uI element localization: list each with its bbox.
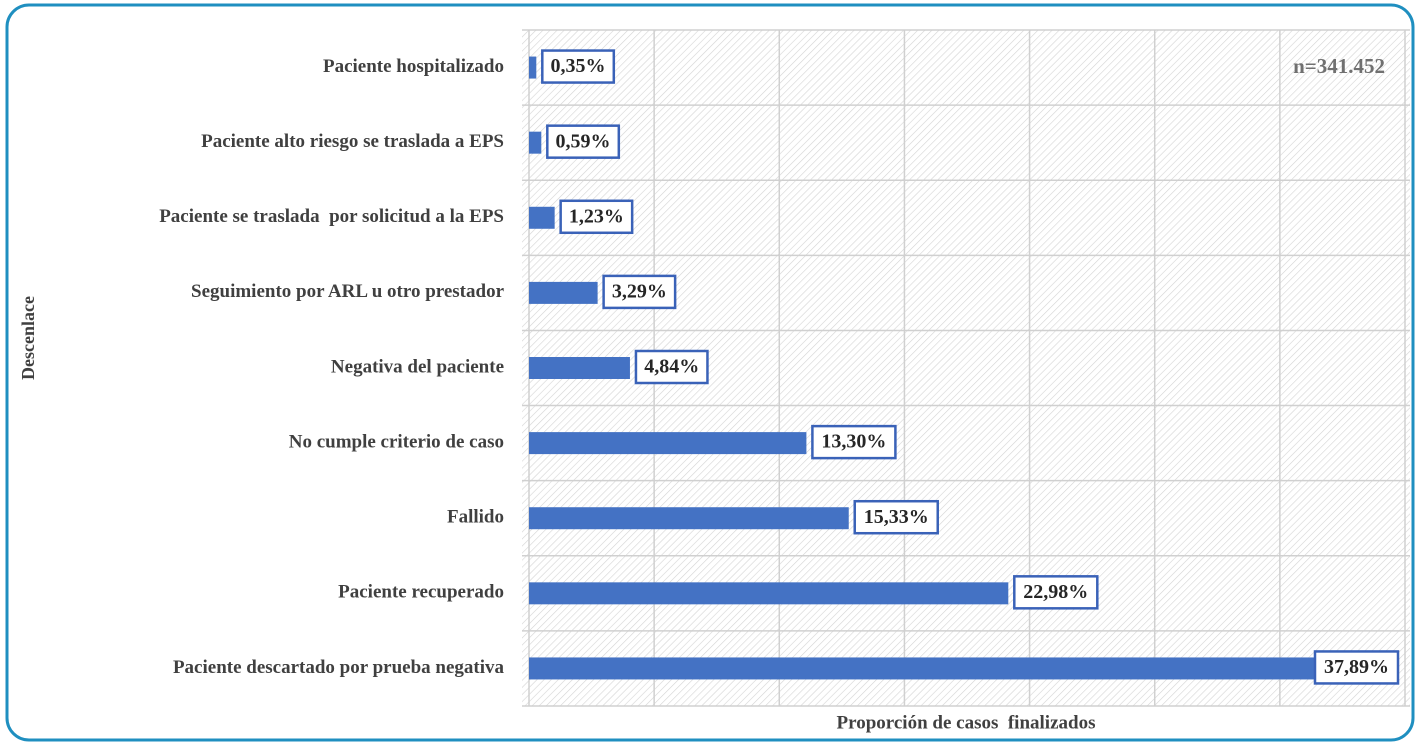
value-label-box [1013,575,1099,610]
value-label: 0,35% [551,55,606,77]
value-label: 3,29% [612,280,667,302]
bar [529,582,1009,605]
value-label: 37,89% [1324,656,1389,678]
bar [529,357,630,379]
annotation: n=341.452 [1293,54,1385,78]
y-tick-label: Paciente se traslada por solicitud a la … [159,206,504,227]
value-label: 15,33% [864,506,929,528]
y-tick-label: Paciente descartado por prueba negativa [173,657,505,678]
y-axis-label: Descenlace [18,296,38,380]
value-label-box [1313,650,1400,685]
x-axis-label: Proporción de casos finalizados [837,712,1096,733]
y-tick-label: Paciente hospitalizado [323,56,504,77]
bar [529,432,807,455]
value-label: 22,98% [1023,581,1088,603]
bar [529,657,1320,680]
value-label-box [541,49,616,84]
y-tick-label: Paciente alto riesgo se traslada a EPS [201,131,504,152]
value-label-box [811,424,897,460]
value-label-box [634,349,709,385]
value-label-box [546,124,621,159]
value-label: 13,30% [821,431,886,453]
y-tick-label: Seguimiento por ARL u otro prestador [191,281,505,302]
value-label-box [853,499,939,535]
bar [529,131,542,154]
y-tick-label: No cumple criterio de caso [289,431,504,452]
bar [529,281,598,304]
bar [529,507,849,530]
y-tick-label: Negativa del paciente [331,356,504,377]
bar [529,56,537,79]
y-tick-label: Paciente recuperado [338,582,504,603]
value-label: 4,84% [644,356,699,378]
bar [529,206,555,229]
y-tick-label: Fallido [447,507,504,528]
value-label-box [602,274,677,310]
value-label: 0,59% [556,130,611,152]
value-label-box [559,199,634,235]
value-label: 1,23% [569,205,624,227]
